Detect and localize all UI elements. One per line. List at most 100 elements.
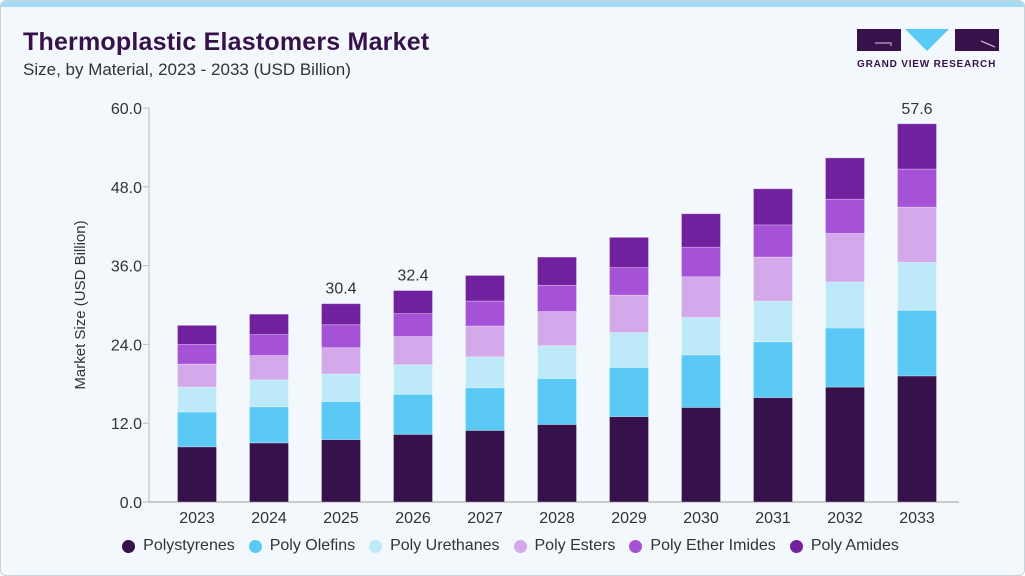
y-tick-label: 48.0 [111, 180, 142, 197]
bar-segment-poly-esters [825, 233, 865, 283]
legend-item: Poly Esters [513, 537, 616, 555]
legend-label: Polystyrenes [143, 537, 235, 554]
top-accent-bar [1, 1, 1024, 7]
bar-segment-poly-urethanes [393, 364, 433, 395]
bar-segment-poly-urethanes [897, 261, 937, 311]
x-tick-label: 2025 [323, 510, 359, 527]
bar-segment-poly-urethanes [825, 281, 865, 329]
legend-label: Poly Olefins [269, 537, 356, 554]
legend-label: Poly Ether Imides [650, 537, 776, 554]
bar-segment-poly-amides [681, 213, 721, 248]
legend-item: Polystyrenes [122, 537, 235, 555]
y-axis-title: Market Size (USD Billion) [72, 220, 89, 389]
bar-segment-poly-esters [321, 347, 361, 375]
y-tick-label: 24.0 [111, 337, 142, 354]
bar-total-label: 32.4 [397, 268, 428, 285]
gvr-logo-icon [857, 29, 999, 51]
bar-segment-poly-ether-imides [609, 267, 649, 296]
y-tick-label: 12.0 [111, 416, 142, 433]
bar-segment-poly-ether-imides [897, 168, 937, 208]
legend-item: Poly Amides [789, 537, 899, 555]
bar-total-label: 30.4 [325, 281, 356, 298]
bar-segment-poly-esters [897, 206, 937, 263]
legend-item: Poly Urethanes [369, 537, 500, 555]
bar-segment-poly-olefins [825, 327, 865, 388]
bar-segment-poly-amides [321, 303, 361, 326]
legend-dot-icon [369, 539, 383, 553]
bar-segment-polystyrenes [609, 416, 649, 503]
bar-segment-poly-esters [609, 294, 649, 333]
x-tick-label: 2028 [539, 510, 575, 527]
bar-segment-polystyrenes [321, 439, 361, 503]
legend-item: Poly Olefins [248, 537, 356, 555]
bar-total-label: 57.6 [901, 101, 932, 118]
legend-dot-icon [248, 539, 262, 553]
bar-segment-poly-olefins [753, 341, 793, 398]
x-tick-label: 2024 [251, 510, 287, 527]
y-tick-label: 0.0 [120, 495, 142, 512]
x-tick-label: 2023 [179, 510, 215, 527]
x-tick-label: 2030 [683, 510, 719, 527]
legend-dot-icon [789, 539, 803, 553]
x-tick-label: 2031 [755, 510, 791, 527]
legend-item: Poly Ether Imides [629, 537, 776, 555]
bar-segment-poly-olefins [897, 309, 937, 377]
legend-label: Poly Esters [534, 537, 616, 554]
bar-segment-poly-urethanes [321, 373, 361, 402]
bar-segment-poly-urethanes [609, 332, 649, 368]
bar-segment-polystyrenes [681, 407, 721, 503]
bar-segment-polystyrenes [249, 442, 289, 503]
x-tick-label: 2033 [899, 510, 935, 527]
bar-segment-poly-ether-imides [249, 334, 289, 356]
bar-segment-poly-ether-imides [537, 284, 577, 312]
bar-segment-poly-ether-imides [825, 198, 865, 234]
logo-text: GRAND VIEW RESEARCH [857, 59, 997, 70]
bar-segment-polystyrenes [465, 430, 505, 503]
bar-segment-poly-esters [249, 355, 289, 381]
bar-segment-poly-urethanes [249, 379, 289, 408]
bar-segment-poly-ether-imides [393, 313, 433, 337]
legend-dot-icon [629, 539, 643, 553]
bar-segment-poly-olefins [465, 387, 505, 431]
bar-segment-poly-ether-imides [753, 224, 793, 258]
legend-dot-icon [513, 539, 527, 553]
bar-segment-poly-ether-imides [177, 343, 217, 365]
bar-segment-poly-ether-imides [321, 324, 361, 349]
bar-segment-poly-olefins [249, 406, 289, 444]
bar-segment-poly-amides [177, 324, 217, 345]
bar-segment-poly-urethanes [177, 386, 217, 413]
bar-segment-poly-amides [465, 275, 505, 302]
bar-segment-poly-ether-imides [465, 300, 505, 327]
bar-segment-poly-urethanes [753, 300, 793, 343]
bar-segment-polystyrenes [825, 386, 865, 503]
chart-title: Thermoplastic Elastomers Market [23, 28, 430, 56]
bar-segment-poly-ether-imides [681, 246, 721, 278]
bar-segment-poly-olefins [393, 393, 433, 435]
bar-segment-polystyrenes [753, 397, 793, 503]
x-tick-label: 2026 [395, 510, 431, 527]
bar-segment-poly-amides [753, 188, 793, 226]
legend-dot-icon [122, 539, 136, 553]
bar-segment-polystyrenes [177, 446, 217, 503]
y-tick-label: 36.0 [111, 259, 142, 276]
gvr-logo: GRAND VIEW RESEARCH [857, 29, 999, 70]
bar-segment-poly-olefins [321, 401, 361, 441]
y-tick-label: 60.0 [111, 101, 142, 118]
bar-segment-poly-amides [249, 313, 289, 335]
bar-segment-poly-amides [609, 236, 649, 268]
bar-segment-poly-esters [537, 311, 577, 347]
bar-segment-poly-esters [753, 256, 793, 302]
bar-segment-polystyrenes [537, 424, 577, 503]
bar-segment-polystyrenes [897, 375, 937, 503]
chart-legend: Polystyrenes Poly Olefins Poly Urethanes Po… [1, 537, 1024, 555]
legend-label: Poly Amides [810, 537, 899, 554]
bar-segment-poly-olefins [681, 354, 721, 408]
x-tick-label: 2029 [611, 510, 647, 527]
bar-segment-poly-olefins [609, 366, 649, 418]
bar-segment-poly-esters [393, 336, 433, 366]
bar-segment-poly-amides [825, 157, 865, 200]
bar-segment-poly-esters [177, 363, 217, 388]
bar-segment-poly-esters [465, 325, 505, 358]
